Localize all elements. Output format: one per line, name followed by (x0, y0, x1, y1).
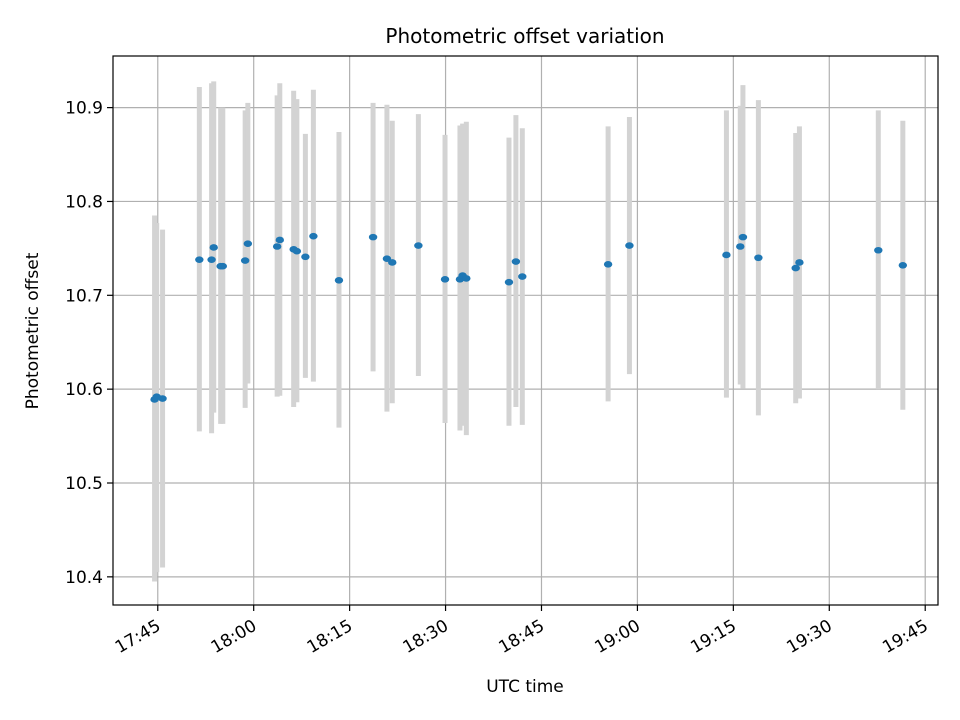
y-tick-label: 10.7 (65, 286, 103, 306)
plot-frame (112, 55, 939, 606)
data-point (240, 257, 250, 264)
y-axis-label: Photometric offset (23, 252, 43, 409)
y-axis-ticks: 10.4 10.5 10.6 10.7 10.8 10.9 (65, 99, 113, 588)
y-tick-label: 10.4 (65, 568, 103, 588)
data-point (207, 256, 216, 263)
data-point (738, 233, 748, 241)
x-axis-label: UTC time (486, 677, 564, 697)
data-point (511, 258, 521, 265)
data-point (334, 276, 344, 284)
chart-title: Photometric offset variation (385, 24, 664, 48)
data-point (722, 251, 731, 259)
data-point (368, 233, 378, 241)
data-point (791, 264, 800, 272)
data-point (462, 275, 471, 282)
data-point (209, 244, 218, 251)
y-tick-label: 10.5 (65, 474, 103, 494)
data-point (754, 254, 763, 262)
data-point (275, 236, 285, 244)
data-point (218, 262, 227, 270)
data-point (603, 261, 613, 268)
data-point (625, 242, 634, 249)
data-point (301, 253, 310, 261)
data-point (243, 240, 253, 247)
data-point (518, 273, 527, 280)
data-point (195, 256, 204, 263)
y-tick-label: 10.8 (65, 192, 103, 212)
data-point (272, 243, 282, 250)
data-point (504, 278, 514, 286)
data-point (309, 232, 318, 240)
data-point (440, 276, 450, 283)
grid (113, 56, 938, 605)
data-point (736, 243, 745, 250)
data-point (874, 246, 883, 254)
y-tick-label: 10.9 (65, 99, 103, 119)
data-markers (150, 232, 908, 403)
data-point (388, 259, 397, 266)
data-point (158, 395, 167, 402)
data-point (795, 259, 804, 266)
data-point (292, 247, 302, 255)
data-point (898, 261, 908, 269)
data-point (414, 242, 423, 249)
y-tick-label: 10.6 (65, 380, 103, 400)
